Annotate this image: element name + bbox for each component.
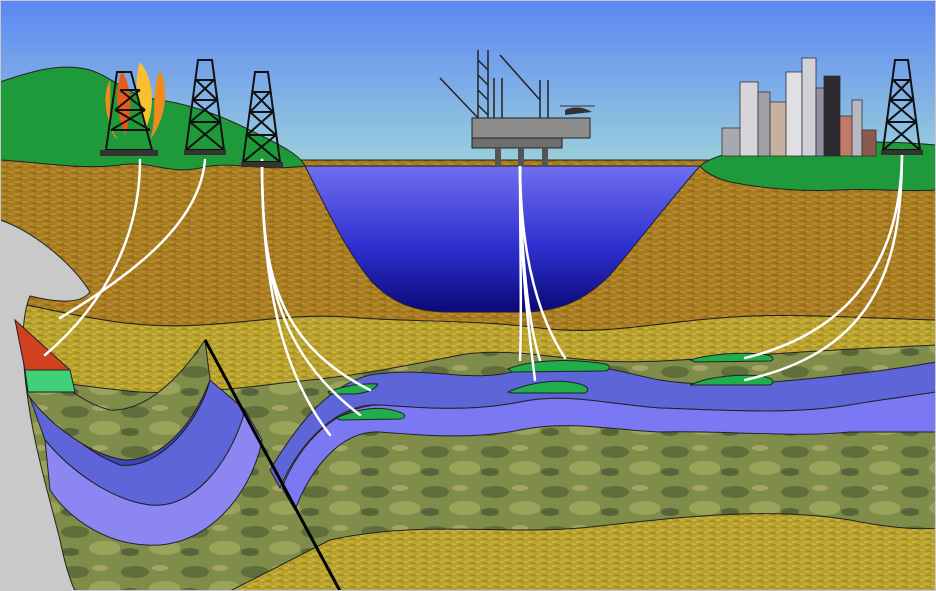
- lower-yellow-sediment: [229, 513, 936, 591]
- oil-derrick-icon-5: [881, 59, 923, 155]
- gas-cap-center-2: [506, 380, 589, 394]
- well-bore-5b: [743, 148, 904, 382]
- offshore-rig-icon: [439, 50, 595, 166]
- blue-strata-fold-2: [44, 408, 263, 546]
- well-bore-2: [58, 158, 207, 320]
- well-bore-3c: [260, 158, 332, 437]
- well-bore-4d: [518, 158, 537, 382]
- oil-derrick-fire-icon: [100, 62, 166, 156]
- oil-derrick-icon: [184, 59, 226, 155]
- blue-strata-right-2: [281, 391, 936, 512]
- well-bore-1: [43, 158, 142, 357]
- city-skyline-icon: [721, 57, 877, 157]
- grass-hill-left: [0, 66, 306, 171]
- well-bores: [43, 148, 904, 437]
- fold-mottled-band: [14, 329, 211, 461]
- gas-reservoir-light: [24, 369, 76, 393]
- fault-line: [203, 339, 342, 591]
- oil-derrick-icon-3: [241, 71, 283, 167]
